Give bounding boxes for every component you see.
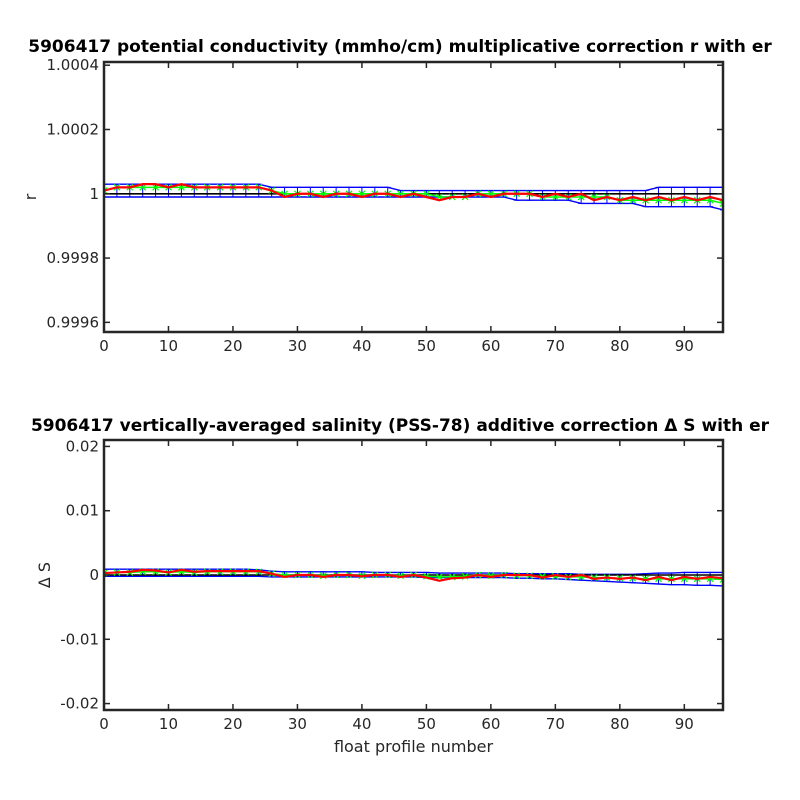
x-tick-label: 60	[481, 715, 500, 733]
y-tick-label: 0.02	[66, 437, 99, 455]
x-tick-label: 70	[546, 337, 565, 355]
red-series-line	[104, 568, 723, 582]
y-tick-label: 0.01	[66, 502, 99, 520]
x-tick-label: 30	[288, 715, 307, 733]
x-tick-label: 10	[159, 337, 178, 355]
salinity-correction-chart: 0 10 20 30 40 50 60 70 80 90 0.02 0.01 0 -0.01 -0.02 59…	[31, 416, 770, 756]
x-tick-label: 40	[352, 715, 371, 733]
y-axis-label: Δ S	[35, 562, 54, 588]
x-tick-label: 80	[610, 337, 629, 355]
chart-title: 5906417 vertically-averaged salinity (PS…	[31, 416, 770, 436]
x-tick-label: 90	[675, 337, 694, 355]
green-series-point	[667, 575, 675, 583]
chart-title: 5906417 potential conductivity (mmho/cm)…	[28, 37, 772, 57]
x-tick-label: 20	[223, 337, 242, 355]
x-axis-label: float profile number	[334, 737, 494, 756]
x-tick-label: 70	[546, 715, 565, 733]
y-tick-label: 0.9998	[47, 249, 100, 267]
y-tick-label: 0.9996	[47, 313, 100, 331]
x-tick-label: 20	[223, 715, 242, 733]
y-tick-label: -0.02	[60, 695, 99, 713]
x-tick-label: 0	[99, 337, 109, 355]
x-tick-label: 60	[481, 337, 500, 355]
axes-box	[102, 60, 725, 334]
x-tick-label: 50	[417, 715, 436, 733]
y-tick-label: 0	[89, 566, 99, 584]
plot-content	[104, 568, 723, 587]
conductivity-correction-chart: 0 10 20 30 40 50 60 70 80 90 1.0004 1.0002 1 0.9998 0.…	[21, 37, 772, 355]
x-tick-label: 0	[99, 715, 109, 733]
plot-content	[104, 183, 723, 211]
y-axis-label: r	[21, 193, 40, 200]
x-tick-label: 30	[288, 337, 307, 355]
green-series-point	[435, 573, 443, 581]
y-tick-label: 1.0004	[47, 56, 100, 74]
green-series-point	[104, 187, 108, 194]
y-tick-label: 1.0002	[47, 121, 100, 139]
x-tick-label: 10	[159, 715, 178, 733]
red-series-line	[104, 183, 723, 202]
green-series-point	[719, 200, 723, 207]
x-tick-label: 40	[352, 337, 371, 355]
y-tick-label: -0.01	[60, 630, 99, 648]
x-tick-label: 90	[675, 715, 694, 733]
x-tick-label: 80	[610, 715, 629, 733]
y-tick-label: 1	[89, 185, 99, 203]
x-tick-label: 50	[417, 337, 436, 355]
